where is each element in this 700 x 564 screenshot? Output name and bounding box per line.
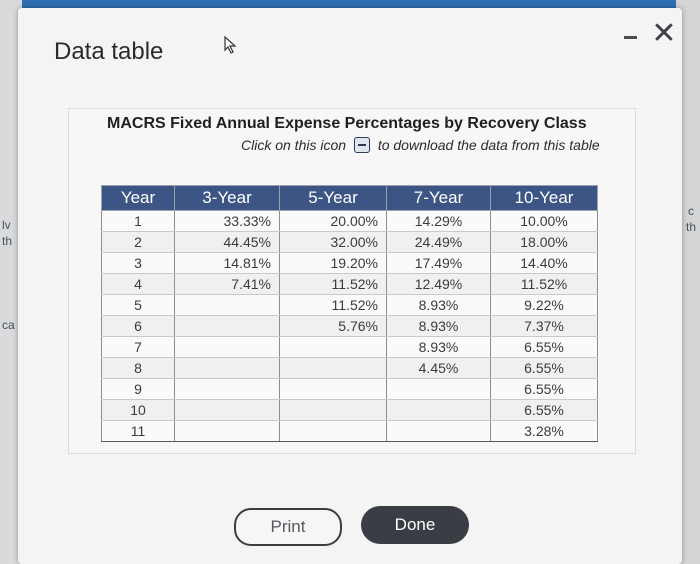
table-row: 3 14.81% 19.20% 17.49% 14.40%: [101, 252, 598, 274]
table-row: 8 4.45% 6.55%: [101, 357, 598, 379]
cell-7-year: 24.49%: [386, 231, 491, 253]
cell-5-year: 32.00%: [279, 231, 387, 253]
cell-10-year: 9.22%: [490, 294, 598, 316]
cell-year: 6: [101, 315, 175, 337]
table-row: 6 5.76% 8.93% 7.37%: [101, 315, 598, 337]
cell-5-year: [279, 378, 387, 400]
table-header-row: Year 3-Year 5-Year 7-Year 10-Year: [101, 185, 598, 211]
cell-10-year: 6.55%: [490, 357, 598, 379]
table-row: 9 6.55%: [101, 378, 598, 400]
cell-3-year: 33.33%: [174, 210, 280, 232]
table-row: 1 33.33% 20.00% 14.29% 10.00%: [101, 210, 598, 232]
cell-year: 2: [101, 231, 175, 253]
background-window-edge: [0, 0, 700, 8]
cell-5-year: 11.52%: [279, 294, 387, 316]
cell-year: 7: [101, 336, 175, 358]
download-instruction: Click on this icon to download the data …: [241, 137, 600, 153]
cell-3-year: [174, 294, 280, 316]
table-row: 11 3.28%: [101, 420, 598, 442]
background-text-fragment: c: [688, 204, 694, 218]
table-title: MACRS Fixed Annual Expense Percentages b…: [107, 115, 587, 132]
cell-7-year: 8.93%: [386, 336, 491, 358]
cell-5-year: [279, 336, 387, 358]
table-row: 2 44.45% 32.00% 24.49% 18.00%: [101, 231, 598, 253]
cell-year: 8: [101, 357, 175, 379]
cell-10-year: 3.28%: [490, 420, 598, 442]
minimize-icon: [624, 36, 637, 39]
background-text-fragment: lv: [2, 218, 11, 232]
cell-7-year: 4.45%: [386, 357, 491, 379]
cell-10-year: 7.37%: [490, 315, 598, 337]
cell-year: 11: [101, 420, 175, 442]
cell-3-year: [174, 378, 280, 400]
cell-3-year: [174, 399, 280, 421]
background-text-fragment: th: [686, 220, 697, 234]
background-text-fragment: ca: [2, 318, 15, 332]
cell-3-year: 14.81%: [174, 252, 280, 274]
cell-10-year: 6.55%: [490, 378, 598, 400]
table-row: 7 8.93% 6.55%: [101, 336, 598, 358]
print-button[interactable]: Print: [234, 508, 342, 546]
column-header-5-year: 5-Year: [279, 185, 387, 211]
cell-year: 4: [101, 273, 175, 295]
table-row: 4 7.41% 11.52% 12.49% 11.52%: [101, 273, 598, 295]
column-header-10-year: 10-Year: [490, 185, 598, 211]
cell-10-year: 18.00%: [490, 231, 598, 253]
cell-10-year: 11.52%: [490, 273, 598, 295]
cell-3-year: 7.41%: [174, 273, 280, 295]
macrs-table: Year 3-Year 5-Year 7-Year 10-Year 1 33.33…: [101, 185, 598, 442]
done-button[interactable]: Done: [361, 506, 469, 544]
background-window-left: [0, 0, 22, 564]
cell-year: 5: [101, 294, 175, 316]
cell-7-year: 14.29%: [386, 210, 491, 232]
table-row: 10 6.55%: [101, 399, 598, 421]
cell-year: 10: [101, 399, 175, 421]
dialog-title: Data table: [54, 38, 164, 65]
close-icon: ✕: [651, 17, 677, 50]
cell-7-year: [386, 420, 491, 442]
minimize-button[interactable]: [622, 26, 642, 46]
download-text-prefix: Click on this icon: [241, 137, 347, 153]
table-row: 5 11.52% 8.93% 9.22%: [101, 294, 598, 316]
download-icon[interactable]: [353, 137, 370, 153]
cell-7-year: [386, 378, 491, 400]
cell-3-year: [174, 357, 280, 379]
cell-year: 3: [101, 252, 175, 274]
mouse-cursor-icon: [224, 36, 237, 54]
close-button[interactable]: ✕: [650, 17, 678, 50]
cell-10-year: 10.00%: [490, 210, 598, 232]
cell-3-year: [174, 315, 280, 337]
cell-7-year: 8.93%: [386, 294, 491, 316]
column-header-3-year: 3-Year: [174, 185, 280, 211]
cell-5-year: 20.00%: [279, 210, 387, 232]
background-text-fragment: th: [2, 234, 13, 248]
cell-10-year: 14.40%: [490, 252, 598, 274]
cell-5-year: 19.20%: [279, 252, 387, 274]
data-table-dialog: Data table ✕ MACRS Fixed Annual Expense …: [18, 8, 682, 564]
column-header-year: Year: [101, 185, 175, 211]
cell-5-year: [279, 399, 387, 421]
cell-10-year: 6.55%: [490, 336, 598, 358]
cell-year: 9: [101, 378, 175, 400]
cell-7-year: 8.93%: [386, 315, 491, 337]
download-text-suffix: to download the data from this table: [377, 137, 600, 153]
cell-5-year: [279, 420, 387, 442]
cell-3-year: [174, 336, 280, 358]
cell-5-year: 5.76%: [279, 315, 387, 337]
cell-3-year: 44.45%: [174, 231, 280, 253]
cell-year: 1: [101, 210, 175, 232]
cell-7-year: 17.49%: [386, 252, 491, 274]
cell-7-year: [386, 399, 491, 421]
cell-10-year: 6.55%: [490, 399, 598, 421]
table-panel: MACRS Fixed Annual Expense Percentages b…: [68, 108, 636, 454]
column-header-7-year: 7-Year: [386, 185, 491, 211]
cell-7-year: 12.49%: [386, 273, 491, 295]
cell-5-year: 11.52%: [279, 273, 387, 295]
cell-3-year: [174, 420, 280, 442]
cell-5-year: [279, 357, 387, 379]
